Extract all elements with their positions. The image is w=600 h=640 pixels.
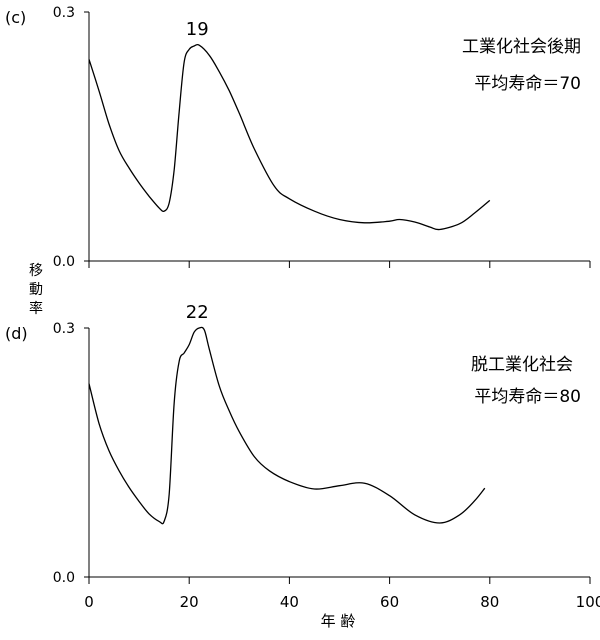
- panel-label-c: (c): [5, 8, 26, 27]
- x-tick-label: 40: [280, 593, 299, 611]
- x-tick-label: 20: [180, 593, 199, 611]
- y-tick-label: 0.3: [53, 321, 75, 337]
- peak-label-d: 22: [186, 302, 209, 323]
- panel-d: (d) 脱工業化社会 平均寿命＝80 0.3 0.0 0 20 40 60 80 100 22: [5, 302, 600, 611]
- panel-label-d: (d): [5, 324, 28, 343]
- x-tick-label: 80: [480, 593, 499, 611]
- y-axis-label-char-2: 動: [29, 282, 43, 298]
- annotation-d: 脱工業化社会: [471, 355, 573, 375]
- lifespan-c: 平均寿命＝70: [474, 74, 581, 94]
- series-line-d: [88, 326, 486, 525]
- x-tick-label: 60: [380, 593, 399, 611]
- y-tick-label: 0.3: [53, 5, 75, 21]
- y-tick-label: 0.0: [53, 570, 75, 586]
- y-axis-label-char-1: 移: [29, 263, 43, 279]
- y-axis-label-char-3: 率: [29, 300, 43, 317]
- peak-label-c: 19: [186, 19, 209, 40]
- series-line-c: [88, 43, 491, 231]
- lifespan-d: 平均寿命＝80: [474, 387, 581, 407]
- shared-labels: 移 動 率 年 齢: [29, 263, 355, 630]
- annotation-c: 工業化社会後期: [462, 37, 581, 57]
- x-axis-label: 年 齢: [321, 612, 356, 630]
- panel-c: (c) 工業化社会後期 平均寿命＝70 0.3 0.0 19: [5, 5, 591, 270]
- x-tick-label: 100: [576, 593, 600, 611]
- y-tick-label: 0.0: [53, 254, 75, 270]
- x-tick-label: 0: [84, 593, 94, 611]
